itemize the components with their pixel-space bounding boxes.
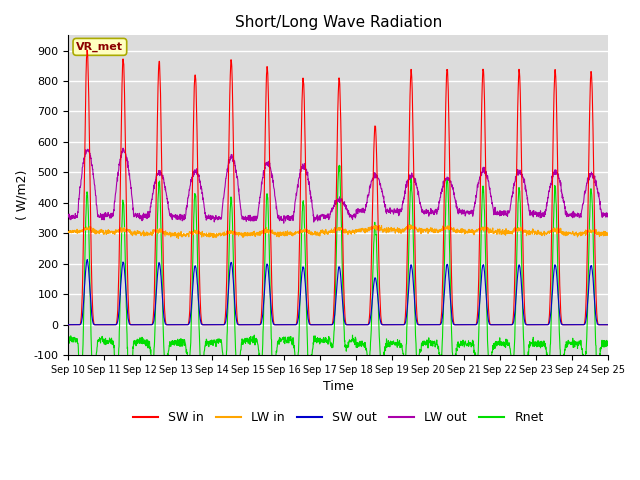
Legend: SW in, LW in, SW out, LW out, Rnet: SW in, LW in, SW out, LW out, Rnet [127,406,548,429]
Title: Short/Long Wave Radiation: Short/Long Wave Radiation [234,15,442,30]
X-axis label: Time: Time [323,381,353,394]
Text: VR_met: VR_met [76,42,124,52]
Y-axis label: ( W/m2): ( W/m2) [15,170,28,220]
